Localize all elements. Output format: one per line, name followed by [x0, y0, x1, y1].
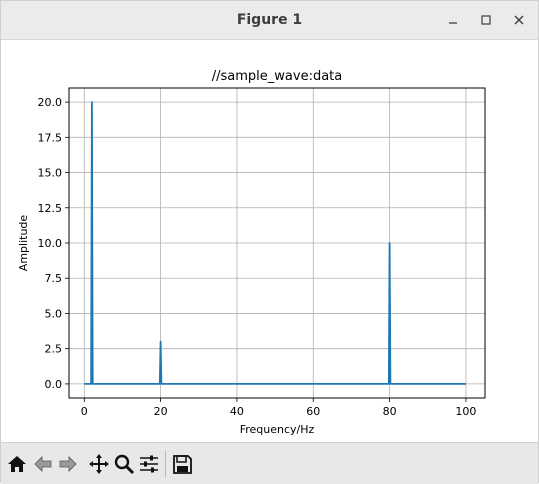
x-tick-label: 20	[154, 405, 168, 418]
series-layer	[84, 101, 466, 385]
grid-lines	[69, 88, 485, 398]
y-tick-label: 15.0	[38, 167, 63, 180]
y-tick-label: 10.0	[38, 237, 63, 250]
zoom-icon	[114, 454, 135, 475]
back-button[interactable]	[31, 452, 55, 476]
maximize-button[interactable]	[474, 8, 498, 32]
y-tick-label: 17.5	[38, 131, 63, 144]
pan-button[interactable]	[87, 452, 111, 476]
close-button[interactable]	[507, 8, 531, 32]
x-tick-label: 80	[383, 405, 397, 418]
save-icon	[173, 455, 192, 474]
zoom-button[interactable]	[112, 452, 136, 476]
y-tick-label: 2.5	[45, 343, 63, 356]
move-icon	[89, 454, 109, 474]
y-tick-label: 5.0	[45, 307, 63, 320]
toolbar-separator	[165, 451, 166, 477]
series-line	[84, 101, 466, 385]
y-tick-label: 7.5	[45, 272, 63, 285]
y-tick-label: 20.0	[38, 96, 63, 109]
maximize-icon	[481, 15, 491, 25]
line-chart: //sample_wave:data 0 20 40 60 80 100 0.0 2.5 5.0…	[17, 69, 486, 436]
title-bar[interactable]: Figure 1	[1, 1, 538, 40]
chart-title: //sample_wave:data	[212, 69, 342, 84]
window-title: Figure 1	[236, 12, 303, 28]
x-tick-label: 40	[230, 405, 244, 418]
forward-button[interactable]	[56, 452, 80, 476]
x-tick-label: 100	[455, 405, 476, 418]
close-icon	[514, 15, 524, 25]
figure-canvas[interactable]: //sample_wave:data 0 20 40 60 80 100 0.0 2.5 5.0…	[1, 40, 538, 442]
y-tick-label: 12.5	[38, 202, 63, 215]
navigation-toolbar	[1, 442, 538, 484]
y-axis-label: Amplitude	[17, 215, 30, 272]
y-tick-label: 0.0	[45, 378, 63, 391]
minimize-icon	[449, 22, 457, 24]
home-icon	[8, 456, 26, 472]
ticks-layer: 0 20 40 60 80 100 0.0 2.5 5.0 7.5 10.0 12.5 15.0 17.5…	[38, 96, 477, 418]
back-arrow-icon	[34, 456, 52, 472]
save-button[interactable]	[170, 452, 194, 476]
x-tick-label: 0	[81, 405, 88, 418]
minimize-button[interactable]	[441, 8, 465, 32]
configure-subplots-button[interactable]	[137, 452, 161, 476]
x-axis-label: Frequency/Hz	[240, 423, 315, 436]
sliders-icon	[140, 455, 158, 473]
x-tick-label: 60	[306, 405, 320, 418]
forward-arrow-icon	[59, 456, 77, 472]
home-button[interactable]	[5, 452, 29, 476]
